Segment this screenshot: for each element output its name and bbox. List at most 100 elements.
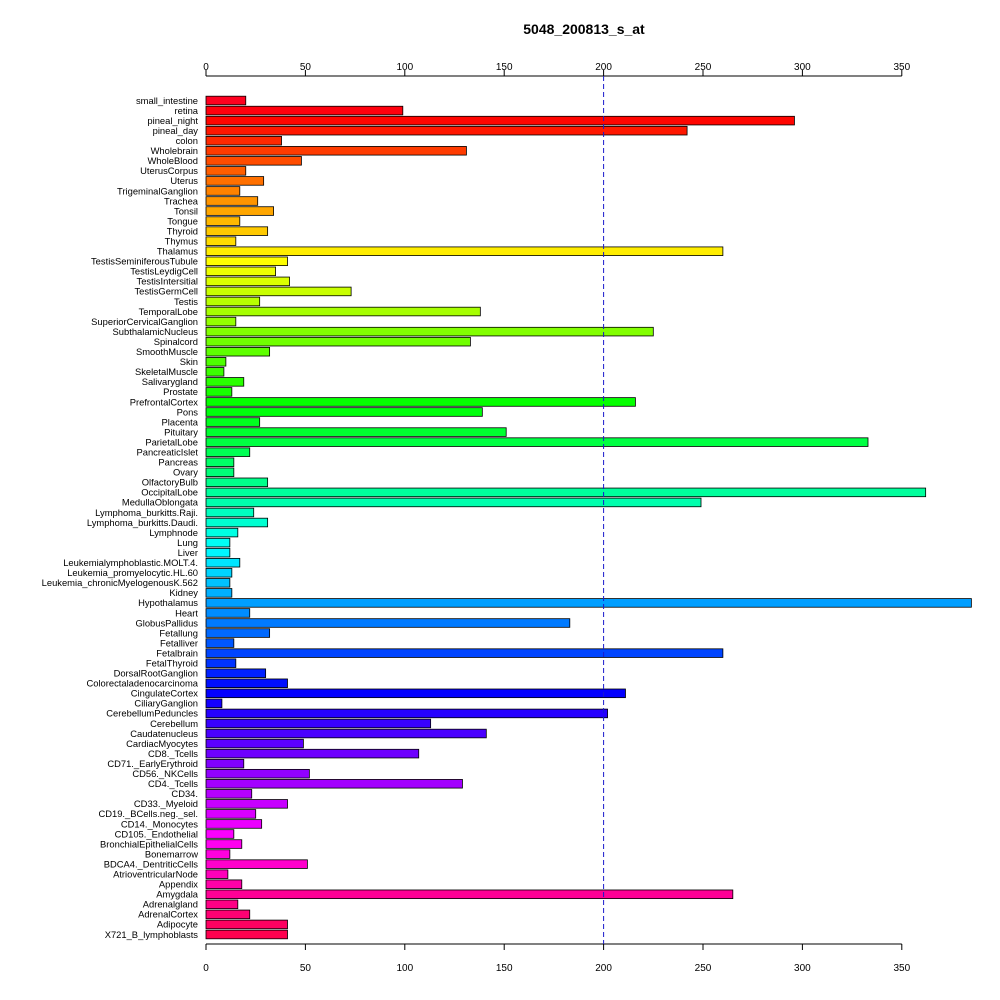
bar-10 xyxy=(205,196,259,206)
category-label: OlfactoryBulb xyxy=(142,477,198,488)
category-label: CD8._Tcells xyxy=(148,748,198,759)
category-labels: small_intestineretinapineal_nightpineal_… xyxy=(42,95,199,940)
bottom-axis: 0 50 100 150 200 250 300 350 xyxy=(203,943,911,974)
bottom-tick-label: 150 xyxy=(496,963,513,974)
category-label: Caudatenucleus xyxy=(130,728,198,739)
category-label: colon xyxy=(176,135,198,146)
category-label: Heart xyxy=(175,607,198,618)
bar-37 xyxy=(205,467,235,478)
category-label: Lymphnode xyxy=(149,527,198,538)
category-label: CerebellumPeduncles xyxy=(106,708,198,719)
bar-35 xyxy=(205,447,251,457)
bar-83 xyxy=(205,929,288,940)
top-tick-label: 150 xyxy=(496,62,513,73)
bar-43 xyxy=(205,527,239,538)
category-label: Pituitary xyxy=(164,426,198,437)
category-label: TestisSeminiferousTubule xyxy=(91,256,198,267)
bar-69 xyxy=(205,789,253,799)
bar-6 xyxy=(205,156,302,166)
bar-82 xyxy=(205,919,288,930)
bottom-tick-label: 350 xyxy=(893,963,910,974)
category-label: Salivarygland xyxy=(142,376,198,387)
category-label: Tonsil xyxy=(174,205,198,216)
category-label: Kidney xyxy=(169,587,198,598)
bar-68 xyxy=(205,779,463,789)
bar-25 xyxy=(205,346,271,357)
bar-1 xyxy=(205,105,404,116)
category-label: CingulateCortex xyxy=(131,688,199,699)
category-label: Cerebellum xyxy=(150,718,198,729)
bar-75 xyxy=(205,849,231,859)
bars xyxy=(205,95,972,940)
top-tick-label: 0 xyxy=(203,62,209,73)
bar-60 xyxy=(205,698,223,709)
category-label: Adrenalgland xyxy=(143,899,198,910)
category-label: CiliaryGanglion xyxy=(134,698,198,709)
category-label: AdrenalCortex xyxy=(138,909,198,920)
bar-13 xyxy=(205,226,269,236)
category-label: OccipitalLobe xyxy=(141,487,198,498)
bar-41 xyxy=(205,507,255,518)
category-label: Skin xyxy=(180,356,198,367)
bar-57 xyxy=(205,668,267,678)
bar-79 xyxy=(205,889,734,900)
category-label: BDCA4._DentriticCells xyxy=(104,858,199,869)
bar-14 xyxy=(205,236,237,246)
category-label: Uterus xyxy=(170,175,198,186)
bar-45 xyxy=(205,547,231,558)
top-tick-label: 100 xyxy=(396,62,413,73)
category-label: Pons xyxy=(177,406,199,417)
category-label: GlobusPallidus xyxy=(135,617,198,628)
bar-56 xyxy=(205,658,237,668)
category-label: CD34. xyxy=(171,788,198,799)
bar-3 xyxy=(205,125,688,136)
category-label: TestisLeydigCell xyxy=(130,266,198,277)
category-label: Amygdala xyxy=(156,889,198,900)
bar-36 xyxy=(205,457,235,467)
bar-65 xyxy=(205,748,420,759)
category-label: Trachea xyxy=(164,195,199,206)
bar-59 xyxy=(205,688,626,699)
bar-77 xyxy=(205,869,229,879)
category-label: Colorectaladenocarcinoma xyxy=(86,678,198,689)
category-label: PancreaticIslet xyxy=(137,446,199,457)
bar-71 xyxy=(205,809,257,819)
top-tick-label: 50 xyxy=(300,62,312,73)
category-label: TestisGermCell xyxy=(134,286,198,297)
bar-63 xyxy=(205,728,487,739)
bar-15 xyxy=(205,246,724,256)
bar-46 xyxy=(205,557,241,568)
bar-20 xyxy=(205,296,261,307)
bar-64 xyxy=(205,738,304,749)
bar-39 xyxy=(205,487,927,498)
bar-34 xyxy=(205,437,869,447)
category-label: Prostate xyxy=(163,386,198,397)
category-label: PrefrontalCortex xyxy=(130,396,199,407)
category-label: CD19._BCells.neg._sel. xyxy=(98,808,198,819)
category-label: TestisIntersitial xyxy=(137,276,198,287)
category-label: Leukemia_promyelocytic.HL.60 xyxy=(67,567,198,578)
bar-32 xyxy=(205,417,261,427)
bar-73 xyxy=(205,829,235,839)
category-label: pineal_day xyxy=(153,125,199,136)
top-tick-label: 250 xyxy=(695,62,712,73)
bottom-tick-label: 50 xyxy=(300,963,312,974)
category-label: Fetalliver xyxy=(160,637,198,648)
category-label: CD71._EarlyErythroid xyxy=(107,758,198,769)
top-tick-label: 350 xyxy=(893,62,910,73)
bar-8 xyxy=(205,176,265,186)
bar-53 xyxy=(205,628,271,638)
chart-title: 5048_200813_s_at xyxy=(523,21,645,37)
bottom-tick-label: 200 xyxy=(595,963,612,974)
bar-51 xyxy=(205,608,251,618)
bar-12 xyxy=(205,216,241,226)
bar-23 xyxy=(205,326,654,337)
bar-19 xyxy=(205,286,352,297)
bar-40 xyxy=(205,497,702,508)
category-label: Thyroid xyxy=(167,225,198,236)
category-label: CD14._Monocytes xyxy=(121,818,198,829)
bar-50 xyxy=(205,598,972,608)
category-label: SmoothMuscle xyxy=(136,346,198,357)
category-label: SubthalamicNucleus xyxy=(113,326,199,337)
